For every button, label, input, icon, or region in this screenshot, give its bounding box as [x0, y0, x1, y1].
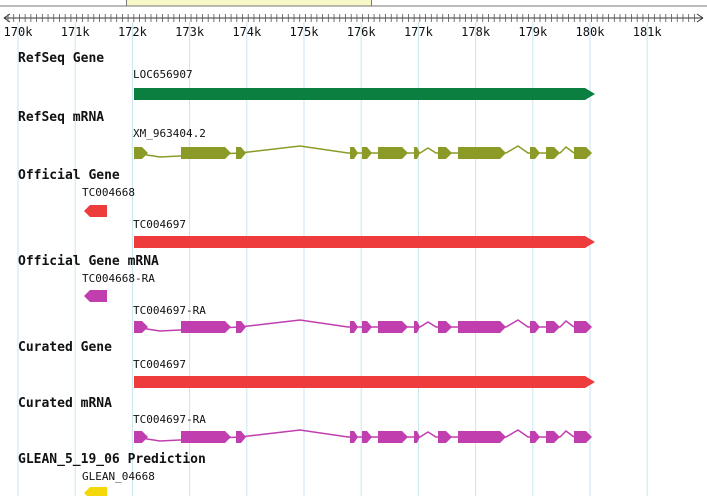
exon-block[interactable] — [574, 431, 592, 443]
mrna-glyph-tc004697-ra — [133, 319, 592, 333]
exon-block[interactable] — [362, 147, 372, 159]
tick-label-181k: 181k — [632, 25, 662, 39]
exon-block[interactable] — [350, 147, 358, 159]
track-label-official-gene-mrna[interactable]: Official Gene mRNA — [18, 254, 159, 269]
exon-block[interactable] — [530, 321, 540, 333]
exon-block[interactable] — [438, 321, 452, 333]
exon-block[interactable] — [458, 321, 506, 333]
track-label-refseq-gene[interactable]: RefSeq Gene — [18, 51, 105, 66]
exon-block[interactable] — [134, 147, 148, 159]
track-label-glean-prediction[interactable]: GLEAN_5_19_06 Prediction — [18, 452, 206, 467]
gene-bar-curated-tc004697 — [134, 376, 595, 388]
exon-block[interactable] — [530, 431, 540, 443]
track-label-curated-gene[interactable]: Curated Gene — [18, 340, 112, 355]
tick-label-179k: 179k — [518, 25, 548, 39]
exon-block[interactable] — [414, 147, 420, 159]
feature-label-xm-963404[interactable]: XM_963404.2 — [133, 127, 206, 140]
feature-label-tc004697[interactable]: TC004697 — [133, 218, 186, 231]
exon-block[interactable] — [574, 321, 592, 333]
tick-label-174k: 174k — [232, 25, 262, 39]
gene-bar-tc004697 — [134, 236, 595, 248]
tick-label-170k: 170k — [3, 25, 33, 39]
exon-block[interactable] — [574, 147, 592, 159]
exon-block[interactable] — [546, 431, 560, 443]
exon-block[interactable] — [458, 147, 506, 159]
feature-label-tc004668-ra[interactable]: TC004668-RA — [82, 272, 155, 285]
exon-block[interactable] — [362, 321, 372, 333]
exon-block[interactable] — [350, 431, 358, 443]
tick-label-180k: 180k — [575, 25, 605, 39]
ruler-left-arrow — [3, 13, 11, 23]
exon-block[interactable] — [530, 147, 540, 159]
tick-label-178k: 178k — [461, 25, 491, 39]
exon-block[interactable] — [134, 431, 148, 443]
exon-block[interactable] — [236, 321, 246, 333]
tick-label-176k: 176k — [346, 25, 376, 39]
track-label-official-gene[interactable]: Official Gene — [18, 168, 120, 183]
feature-label-curated-tc004697-ra[interactable]: TC004697-RA — [133, 413, 206, 426]
tick-label-175k: 175k — [289, 25, 319, 39]
exon-block[interactable] — [236, 431, 246, 443]
gene-bar-loc656907 — [134, 88, 595, 100]
exon-block[interactable] — [378, 431, 408, 443]
exon-block[interactable] — [546, 147, 560, 159]
tick-label-173k: 173k — [175, 25, 205, 39]
exon-block[interactable] — [378, 147, 408, 159]
exon-block[interactable] — [134, 321, 148, 333]
ruler-right-arrow — [696, 13, 704, 23]
track-label-refseq-mrna[interactable]: RefSeq mRNA — [18, 110, 105, 125]
feature-label-glean-04668[interactable]: GLEAN_04668 — [82, 470, 155, 483]
feature-label-loc656907[interactable]: LOC656907 — [133, 68, 193, 81]
exon-block[interactable] — [414, 431, 420, 443]
exon-block[interactable] — [438, 431, 452, 443]
tick-label-177k: 177k — [403, 25, 433, 39]
exon-block[interactable] — [458, 431, 506, 443]
exon-block[interactable] — [546, 321, 560, 333]
tick-label-171k: 171k — [60, 25, 90, 39]
mrna-glyph-tc004668-ra — [84, 290, 107, 302]
gene-bar-tc004668 — [84, 205, 107, 217]
exon-block[interactable] — [181, 147, 231, 159]
gene-bar-glean-04668 — [84, 487, 107, 496]
exon-block[interactable] — [438, 147, 452, 159]
exon-block[interactable] — [181, 321, 231, 333]
exon-block[interactable] — [181, 431, 231, 443]
exon-block[interactable] — [378, 321, 408, 333]
region-highlight[interactable] — [126, 0, 372, 6]
mrna-glyph-curated-tc004697-ra — [133, 429, 592, 443]
mrna-glyph-xm-963404 — [133, 145, 592, 159]
feature-label-tc004668[interactable]: TC004668 — [82, 186, 135, 199]
exon-block[interactable] — [236, 147, 246, 159]
exon-block[interactable] — [350, 321, 358, 333]
exon-block[interactable] — [362, 431, 372, 443]
tick-label-172k: 172k — [117, 25, 147, 39]
track-label-curated-mrna[interactable]: Curated mRNA — [18, 396, 112, 411]
feature-label-curated-tc004697[interactable]: TC004697 — [133, 358, 186, 371]
feature-label-tc004697-ra[interactable]: TC004697-RA — [133, 304, 206, 317]
exon-block[interactable] — [414, 321, 420, 333]
